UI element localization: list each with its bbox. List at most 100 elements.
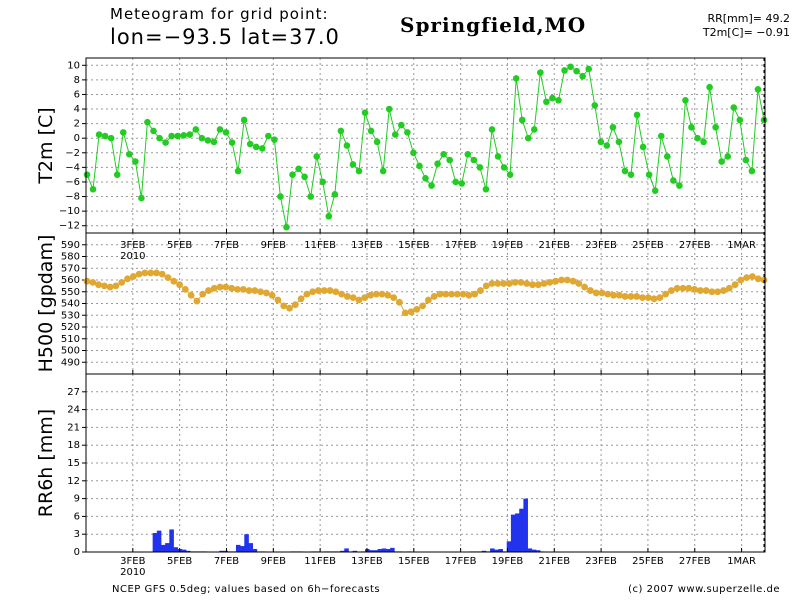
t2m-point <box>95 131 103 138</box>
y-tick-label: 520 <box>61 322 80 333</box>
h500-point <box>112 282 120 290</box>
h500-point <box>598 289 606 297</box>
t2m-point <box>319 178 327 186</box>
precip-bar <box>240 546 245 552</box>
t2m-summary: T2m[C]= −0.91 <box>702 26 790 39</box>
t2m-point <box>688 123 695 131</box>
y-tick-label: 9 <box>74 494 80 505</box>
t2m-point <box>391 131 399 138</box>
y-tick-label: 18 <box>67 440 80 451</box>
t2m-point <box>694 134 701 142</box>
x-tick-label: 3FEB <box>120 240 145 251</box>
t2m-point <box>549 94 556 102</box>
t2m-point <box>258 145 266 152</box>
h500-point <box>89 278 97 286</box>
h500-point <box>338 290 345 298</box>
precip-bar <box>235 544 241 552</box>
h500-point <box>749 273 756 280</box>
h500-point <box>500 280 508 287</box>
y-tick-label: 590 <box>61 240 80 251</box>
h500-point <box>506 280 513 287</box>
h500-point <box>245 287 253 294</box>
h500-point <box>517 278 525 286</box>
x-tick-label: 23FEB <box>585 240 617 251</box>
t2m-point <box>101 132 109 140</box>
x-tick-label: 9FEB <box>261 240 286 251</box>
t2m-point <box>410 149 417 157</box>
precip-bar <box>377 549 383 552</box>
x-tick-label: 7FEB <box>214 556 239 567</box>
t2m-point <box>379 167 387 175</box>
x-tick-label: 19FEB <box>492 240 524 251</box>
h500-point <box>124 275 131 283</box>
y-tick-label: 24 <box>67 405 80 416</box>
h500-point <box>303 290 311 298</box>
x-tick-label: 1MAR <box>727 240 756 251</box>
h500-point <box>569 277 577 285</box>
h500-point <box>662 290 670 298</box>
h500-point <box>95 281 102 289</box>
t2m-point <box>313 153 320 160</box>
t2m-point <box>670 177 677 184</box>
y-axis-label: H500 [gpdam] <box>35 235 57 373</box>
t2m-point <box>663 153 671 160</box>
h500-point <box>696 287 704 294</box>
precip-bar <box>152 533 158 552</box>
h500-point <box>575 280 583 287</box>
h500-point <box>367 291 374 299</box>
t2m-point <box>83 171 91 178</box>
x-tick-label: 7FEB <box>214 240 239 251</box>
h500-point <box>714 288 722 296</box>
h500-point <box>523 280 531 287</box>
panel-t2m: 10 8 6 4 2 0 −2 −4 −6 −8 −10 −12 T2m [C] <box>35 57 768 234</box>
t2m-point <box>355 167 363 175</box>
h500-point <box>309 288 317 296</box>
x-tick-label: 5FEB <box>167 240 192 251</box>
precip-bar <box>369 550 374 552</box>
h500-point <box>592 289 600 297</box>
t2m-point <box>470 156 478 164</box>
h500-point <box>673 284 681 292</box>
t2m-point <box>277 193 284 200</box>
t2m-point <box>561 67 568 74</box>
t2m-point <box>428 182 435 189</box>
t2m-point <box>724 153 732 160</box>
t2m-point <box>597 138 605 146</box>
h500-point <box>731 281 739 289</box>
h500-point <box>153 269 160 277</box>
h500-point <box>129 273 137 280</box>
h500-point <box>118 278 126 286</box>
t2m-point <box>265 132 272 140</box>
x-tick-label: 13FEB <box>351 240 383 251</box>
t2m-point <box>476 164 484 171</box>
h500-point <box>459 290 467 298</box>
precip-bar <box>498 549 503 552</box>
h500-point <box>181 286 189 293</box>
y-tick-label: 2 <box>74 119 80 130</box>
h500-point <box>754 275 762 283</box>
x-tick-label: 25FEB <box>632 556 664 567</box>
precip-bar <box>169 529 174 552</box>
h500-point <box>297 295 305 303</box>
copyright-credit: (c) 2007 www.superzelle.de <box>628 584 780 595</box>
h500-point <box>355 296 363 304</box>
t2m-point <box>222 129 230 136</box>
precip-bar <box>160 544 166 552</box>
t2m-point <box>331 191 339 198</box>
t2m-point <box>458 180 466 187</box>
x-tick-label: 1MAR <box>727 556 756 567</box>
t2m-point <box>700 138 707 146</box>
t2m-point <box>385 105 393 113</box>
h500-point <box>349 294 357 302</box>
h500-point <box>511 278 519 286</box>
h500-point <box>615 291 623 299</box>
x-tick-label: 11FEB <box>304 556 336 567</box>
t2m-point <box>518 116 526 124</box>
t2m-point <box>621 167 629 175</box>
h500-point <box>315 287 322 294</box>
t2m-point <box>440 150 447 158</box>
t2m-point <box>591 102 599 109</box>
precip-bar <box>340 550 345 552</box>
t2m-point <box>603 142 611 149</box>
